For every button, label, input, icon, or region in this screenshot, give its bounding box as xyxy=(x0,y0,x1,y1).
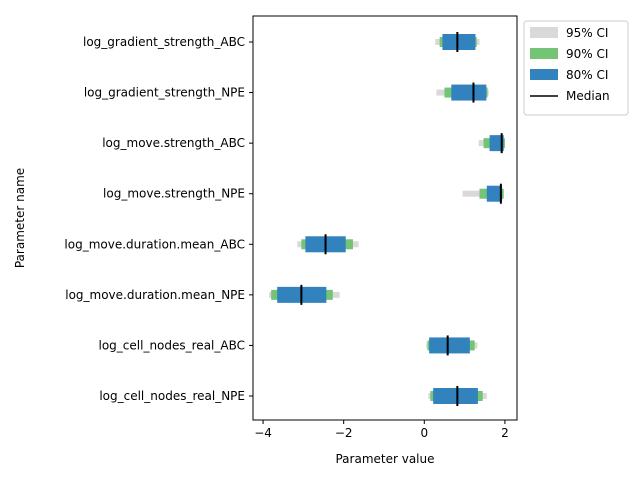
legend-label: 90% CI xyxy=(566,47,608,61)
y-tick-label: log_move.strength_ABC xyxy=(102,136,245,150)
x-tick-label: −4 xyxy=(254,426,272,440)
ci80-bar xyxy=(442,34,476,50)
y-tick-label: log_move.strength_NPE xyxy=(103,187,245,201)
interval-bars xyxy=(269,32,505,406)
plot-background xyxy=(253,16,517,420)
x-tick-label: 0 xyxy=(420,426,428,440)
ci80-bar xyxy=(451,84,487,101)
y-tick-label: log_move.duration.mean_NPE xyxy=(65,288,245,302)
ci80-bar xyxy=(489,135,504,152)
ci80-bar xyxy=(429,337,470,354)
ci80-bar xyxy=(433,388,478,404)
legend-swatch xyxy=(530,27,558,38)
legend: 95% CI 90% CI 80% CI Median xyxy=(523,20,629,116)
y-axis-label: Parameter name xyxy=(13,168,27,268)
legend-swatch xyxy=(530,48,558,59)
y-tick-label: log_cell_nodes_real_ABC xyxy=(99,338,246,352)
legend-frame xyxy=(523,20,629,116)
y-axis-ticks: log_gradient_strength_ABC log_gradient_st… xyxy=(64,35,253,403)
x-tick-label: −2 xyxy=(335,426,353,440)
y-tick-label: log_gradient_strength_NPE xyxy=(84,86,245,100)
legend-swatch xyxy=(530,69,558,80)
legend-label: Median xyxy=(566,89,610,103)
x-axis-ticks: −4 −2 0 2 xyxy=(254,420,509,440)
y-tick-label: log_cell_nodes_real_NPE xyxy=(99,389,245,403)
y-tick-label: log_gradient_strength_ABC xyxy=(83,35,245,49)
legend-label: 95% CI xyxy=(566,26,608,40)
plot-frame xyxy=(252,15,518,421)
ci80-bar xyxy=(486,185,503,202)
x-axis-label: Parameter value xyxy=(335,452,434,466)
legend-label: 80% CI xyxy=(566,68,608,82)
x-tick-label: 2 xyxy=(501,426,509,440)
y-tick-label: log_move.duration.mean_ABC xyxy=(64,237,245,251)
